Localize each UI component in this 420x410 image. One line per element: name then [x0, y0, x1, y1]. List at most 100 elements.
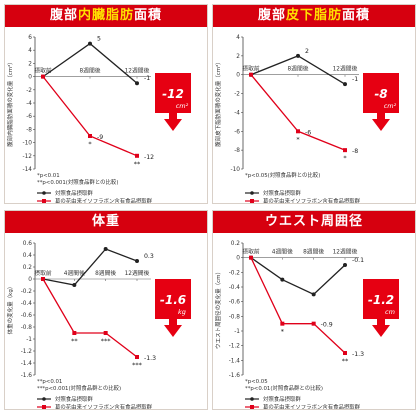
placebo-point [88, 41, 92, 46]
placebo-point [135, 81, 139, 86]
treatment-point [343, 148, 347, 153]
placebo-point [103, 247, 108, 251]
placebo-point [135, 259, 139, 263]
legend-treatment-marker [42, 405, 46, 409]
x-tick-label: 8週間後 [79, 67, 100, 75]
panel-title: 腹部内臓脂肪面積 [5, 5, 207, 27]
placebo-series-line [42, 248, 138, 286]
significance-marker: * [88, 140, 92, 148]
y-tick-label: -1 [234, 329, 240, 335]
legend-placebo-marker [42, 191, 46, 195]
title-part: 腹部 [257, 8, 286, 23]
legend-placebo-marker [250, 397, 254, 401]
reduction-value: -1.6 [160, 293, 186, 307]
panel-title: 腹部皮下脂肪面積 [213, 5, 415, 27]
x-tick-label: 摂取前 [34, 67, 52, 75]
placebo-point [343, 263, 347, 267]
reduction-unit: cm² [384, 102, 397, 110]
y-tick-label: 6 [28, 35, 32, 41]
placebo-point [296, 53, 300, 58]
x-tick-label: 12週間後 [125, 269, 150, 277]
placebo-point [72, 283, 77, 287]
y-tick-label: -1.6 [229, 373, 241, 379]
waist-chart: ウエスト周囲径の変化量（cm） 0.2 0 -0.2 -0.4 -0.6 -0.8 -1 -1.… [214, 241, 399, 410]
legend-treatment-label: 葛の花由来イソフラボン含有食品摂取群 [55, 197, 153, 204]
waist-panel: ウエスト周囲径 ウエスト周囲径の変化量（cm） 0.2 0 -0.2 -0.4 -0.6 -… [212, 210, 416, 410]
y-tick-label: -0.8 [21, 325, 33, 331]
subcutaneous-fat-chart: 腹部皮下脂肪面積の変化量（cm²） 4 2 0 -2 -4 -6 -8 -10 摂取前 8週間後 12… [214, 35, 399, 203]
y-tick-label: -1.2 [229, 344, 241, 350]
placebo-series-line [250, 257, 346, 296]
reduction-value: -1.2 [368, 293, 394, 307]
legend-placebo-label: 対照食品摂取群 [263, 395, 301, 403]
y-tick-label: 0 [236, 256, 240, 262]
data-label: 5 [97, 36, 101, 43]
y-tick-label: 4 [236, 35, 240, 41]
treatment-point [41, 277, 45, 281]
visceral-fat-chart: 腹部内臓脂肪面積の変化量（cm²） 6 4 2 0 -2 -4 -6 -8 -10 -12 -14 摂取… [6, 35, 191, 204]
treatment-point [311, 321, 316, 326]
y-tick-label: -0.2 [21, 289, 33, 295]
y-tick-label: -1.4 [21, 361, 33, 367]
data-label: -1 [144, 75, 150, 82]
treatment-point [135, 153, 139, 158]
reduction-unit: kg [178, 308, 186, 316]
reduction-value: -12 [162, 87, 184, 101]
treatment-point [249, 255, 253, 260]
body-weight-chart: 体重の変化量（kg） 0.6 0.4 0.2 0 -0.2 -0.4 -0.6 -0.8 -1 -1… [6, 241, 191, 409]
y-tick-label: -8 [26, 127, 32, 133]
data-label: 2 [305, 48, 309, 55]
x-tick-label: 4週間後 [64, 269, 85, 277]
y-tick-label: -10 [231, 167, 241, 173]
treatment-series-line [250, 257, 346, 354]
x-tick-label: 摂取前 [242, 65, 260, 73]
title-highlight: 内臓脂肪 [77, 8, 134, 23]
y-tick-label: -12 [23, 154, 33, 160]
legend-placebo-label: 対照食品摂取群 [55, 189, 93, 197]
y-tick-label: -1.6 [21, 373, 33, 379]
x-tick-label: 12週間後 [333, 248, 358, 256]
p-value-note: **p<0.01(対照食品群との比較) [245, 384, 323, 392]
treatment-point [135, 355, 139, 359]
y-tick-label: 0.2 [231, 241, 241, 247]
title-part: 面積 [342, 8, 371, 23]
p-value-note: ***p<0.001(対照食品群との比較) [37, 384, 121, 392]
y-tick-label: 0 [236, 73, 240, 79]
y-tick-label: -10 [23, 141, 33, 147]
y-tick-label: -14 [23, 167, 33, 173]
significance-marker: ** [134, 160, 141, 168]
reduction-unit: cm [385, 308, 395, 316]
treatment-point [280, 321, 285, 326]
p-value-note: *p<0.05 [245, 379, 268, 385]
y-tick-label: -0.4 [229, 285, 241, 291]
x-tick-label: 摂取前 [34, 269, 52, 277]
y-axis-label: 体重の変化量（kg） [6, 284, 14, 335]
significance-marker: * [343, 154, 347, 162]
visceral-fat-panel: 腹部内臓脂肪面積 腹部内臓脂肪面積の変化量（cm²） 6 4 2 0 -2 -4 -6 -8 -1… [4, 4, 208, 204]
legend-treatment-marker [250, 199, 254, 203]
y-tick-label: 2 [236, 54, 240, 60]
placebo-point [343, 82, 347, 87]
panel-title: ウエスト周囲径 [213, 211, 415, 233]
y-tick-label: -1.2 [21, 349, 33, 355]
y-tick-label: -2 [26, 88, 32, 94]
data-label: -1.3 [352, 351, 364, 358]
y-axis-label: ウエスト周囲径の変化量（cm） [214, 269, 222, 349]
y-tick-label: 0 [28, 75, 32, 81]
subcutaneous-fat-panel: 腹部皮下脂肪面積 腹部皮下脂肪面積の変化量（cm²） 4 2 0 -2 -4 -6 -8 -10… [212, 4, 416, 204]
y-tick-label: -8 [234, 148, 240, 154]
y-tick-label: -6 [26, 114, 32, 120]
y-axis-label: 腹部皮下脂肪面積の変化量（cm²） [214, 59, 222, 147]
y-tick-label: -0.2 [229, 270, 241, 276]
body-weight-panel: 体重 体重の変化量（kg） 0.6 0.4 0.2 0 -0.2 -0.4 -0.6 -0.8 -… [4, 210, 208, 410]
legend-placebo-marker [42, 397, 46, 401]
treatment-series-line [42, 278, 138, 358]
treatment-point [296, 129, 300, 134]
title-highlight: 皮下脂肪 [285, 8, 342, 23]
p-value-note: *p<0.01 [37, 173, 60, 179]
y-tick-label: -0.8 [229, 314, 241, 320]
legend-treatment-label: 葛の花由来イソフラボン含有食品摂取群 [263, 403, 361, 410]
panel-title: 体重 [5, 211, 207, 233]
reduction-badge [363, 73, 399, 113]
x-tick-label: 4週間後 [272, 248, 293, 256]
